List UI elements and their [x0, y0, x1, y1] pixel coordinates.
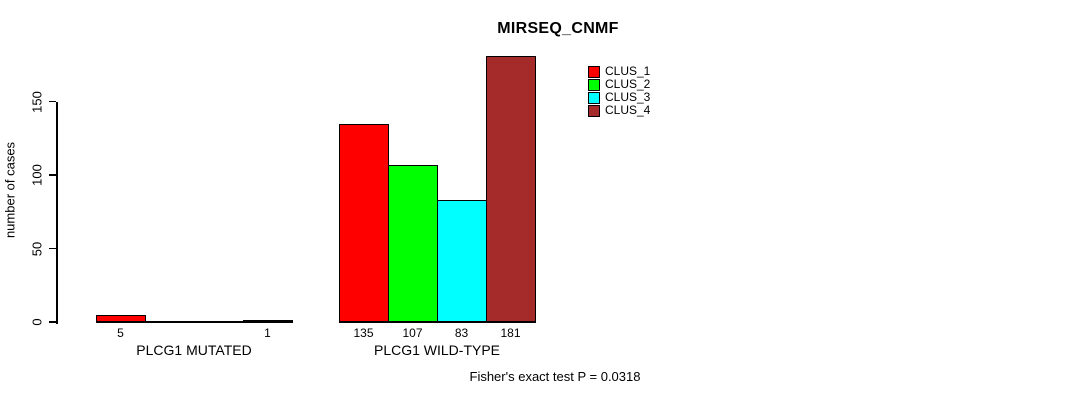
- y-axis-tick: [49, 100, 56, 103]
- legend-swatch-icon: [588, 104, 600, 117]
- y-axis-tick-label: 50: [29, 241, 45, 256]
- annotation-text: Fisher's exact test P = 0.0318: [469, 369, 641, 384]
- bar-value-label: 107: [402, 326, 423, 340]
- bar-clus_1: [339, 124, 389, 322]
- y-axis-tick: [49, 247, 56, 250]
- x-axis-group-label: PLCG1 MUTATED: [136, 342, 252, 358]
- legend-swatch-icon: [588, 65, 600, 78]
- group-baseline: [339, 321, 536, 323]
- group-baseline: [96, 321, 293, 323]
- bar-value-label: 1: [264, 326, 271, 340]
- y-axis-tick-label: 150: [29, 90, 45, 113]
- bar-value-label: 5: [117, 326, 124, 340]
- bar-value-label: 135: [353, 326, 374, 340]
- legend: CLUS_1 CLUS_2 CLUS_3 CLUS_4: [588, 65, 650, 117]
- y-axis-tick-label: 100: [29, 164, 45, 186]
- bar-clus_4: [486, 56, 536, 322]
- y-axis-tick: [49, 321, 56, 323]
- bar-clus_2: [388, 165, 438, 322]
- bar-value-label: 83: [454, 326, 469, 340]
- chart-title: MIRSEQ_CNMF: [497, 20, 619, 37]
- x-axis-group-label: PLCG1 WILD-TYPE: [373, 342, 501, 358]
- legend-item: CLUS_4: [588, 104, 650, 117]
- y-axis-tick-label: 0: [29, 318, 45, 326]
- y-axis-tick: [49, 174, 56, 176]
- bar-clus_3: [437, 200, 487, 322]
- bar-value-label: 181: [500, 326, 521, 340]
- y-axis-title: number of cases: [2, 141, 18, 239]
- y-axis-line: [56, 101, 58, 324]
- legend-label: CLUS_4: [605, 103, 651, 117]
- legend-swatch-icon: [588, 78, 600, 91]
- legend-item: CLUS_1: [588, 65, 650, 78]
- bar-clus_4: [243, 320, 293, 322]
- legend-label: CLUS_2: [605, 77, 651, 91]
- legend-label: CLUS_3: [605, 90, 651, 104]
- legend-label: CLUS_1: [605, 64, 651, 78]
- bar-clus_1: [96, 315, 146, 322]
- legend-swatch-icon: [588, 91, 600, 104]
- legend-item: CLUS_2: [588, 78, 650, 91]
- legend-item: CLUS_3: [588, 91, 650, 104]
